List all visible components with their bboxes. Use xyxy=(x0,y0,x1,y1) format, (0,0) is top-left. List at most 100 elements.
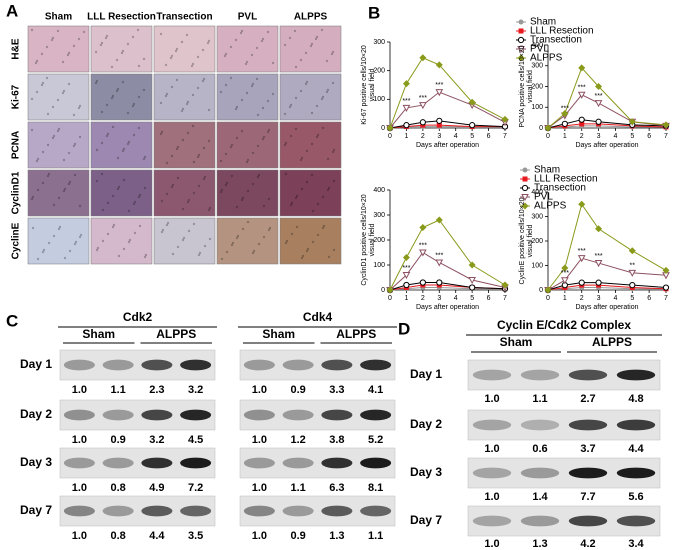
nucleus xyxy=(236,234,240,238)
x-tick-label: 6 xyxy=(647,295,651,302)
marker xyxy=(436,117,443,124)
y-tick-label: 300 xyxy=(531,63,543,70)
nucleus xyxy=(181,107,185,111)
blot-band xyxy=(520,515,560,527)
histology-image xyxy=(153,73,216,121)
nucleus xyxy=(220,188,224,192)
nucleus xyxy=(288,36,292,40)
densitometry-value: 3.2 xyxy=(149,434,164,446)
nucleus xyxy=(100,110,104,114)
nucleus xyxy=(72,113,76,117)
nucleus xyxy=(235,136,239,140)
series-line xyxy=(389,124,505,129)
x-tick-label: 6 xyxy=(487,295,491,302)
nucleus xyxy=(225,250,229,254)
nucleus xyxy=(106,232,110,236)
nucleus xyxy=(121,149,125,153)
nucleus xyxy=(241,227,245,231)
day-label: Day 2 xyxy=(410,417,442,431)
densitometry-value: 1.0 xyxy=(484,538,499,550)
blot-band xyxy=(568,467,608,479)
y-tick-label: 200 xyxy=(373,68,385,75)
nucleus xyxy=(285,239,289,243)
densitometry-value: 3.8 xyxy=(329,434,344,446)
y-tick-label: 400 xyxy=(373,187,385,194)
marker xyxy=(578,64,586,72)
marker xyxy=(579,121,585,127)
nucleus xyxy=(301,254,305,258)
densitometry-value: 5.6 xyxy=(628,491,643,503)
nucleus xyxy=(67,51,71,55)
nucleus xyxy=(175,47,179,51)
nucleus xyxy=(95,148,99,152)
densitometry-value: 8.1 xyxy=(368,482,383,494)
marker xyxy=(561,120,568,127)
nucleus xyxy=(284,141,288,145)
y-tick-label: 100 xyxy=(373,96,385,103)
nucleus xyxy=(310,111,314,115)
nucleus xyxy=(52,203,56,207)
x-tick-label: 7 xyxy=(664,133,668,140)
nucleus xyxy=(36,188,40,192)
densitometry-value: 1.1 xyxy=(290,482,305,494)
marker xyxy=(436,279,443,286)
nucleus xyxy=(234,107,238,111)
histology-image xyxy=(90,217,153,265)
blot-band xyxy=(141,409,173,421)
group-label: Sham xyxy=(262,327,295,341)
nucleus xyxy=(110,65,114,69)
nucleus xyxy=(321,195,325,199)
marker xyxy=(403,122,410,129)
nucleus xyxy=(41,150,45,154)
blot-band xyxy=(520,419,560,431)
nucleus xyxy=(202,177,206,181)
nucleus xyxy=(321,126,325,130)
nucleus xyxy=(52,134,56,138)
day-label: Day 7 xyxy=(410,513,442,527)
marker xyxy=(595,225,603,233)
panel-label: C xyxy=(6,311,18,330)
histology-image xyxy=(90,25,153,73)
blot-band xyxy=(520,369,560,381)
nucleus xyxy=(202,146,206,150)
nucleus xyxy=(117,185,121,189)
nucleus xyxy=(41,181,45,185)
legend-label: Sham xyxy=(534,165,560,176)
nucleus xyxy=(315,35,319,39)
nucleus xyxy=(40,52,44,56)
y-tick-label: 300 xyxy=(531,213,543,220)
column-header: Transection xyxy=(156,12,212,23)
nucleus xyxy=(137,126,141,130)
nucleus xyxy=(229,76,233,80)
marker xyxy=(544,286,552,294)
nucleus xyxy=(251,251,255,255)
y-axis-label: visual field xyxy=(527,70,534,103)
histology-image xyxy=(153,169,216,217)
nucleus xyxy=(255,77,259,81)
nucleus xyxy=(105,134,109,138)
nucleus xyxy=(186,100,190,104)
histology-image xyxy=(153,25,216,73)
nucleus xyxy=(132,133,136,137)
marker xyxy=(594,260,603,268)
nucleus xyxy=(78,235,82,239)
nucleus xyxy=(160,230,164,234)
nucleus xyxy=(240,198,244,202)
nucleus xyxy=(283,143,287,147)
y-tick-label: 300 xyxy=(373,212,385,219)
significance-annotation: *** xyxy=(435,252,443,259)
nucleus xyxy=(57,196,61,200)
nucleus xyxy=(95,79,99,83)
nucleus xyxy=(62,189,66,193)
row-label: H&E xyxy=(11,38,22,59)
marker xyxy=(577,91,586,99)
y-tick-label: 0 xyxy=(381,287,385,294)
marker xyxy=(468,277,476,285)
densitometry-value: 1.0 xyxy=(72,530,87,542)
significance-annotation: *** xyxy=(561,270,569,277)
densitometry-value: 4.5 xyxy=(188,434,203,446)
nucleus xyxy=(197,253,201,257)
nucleus xyxy=(290,201,294,205)
series-line xyxy=(547,125,666,129)
series-line xyxy=(389,251,506,291)
